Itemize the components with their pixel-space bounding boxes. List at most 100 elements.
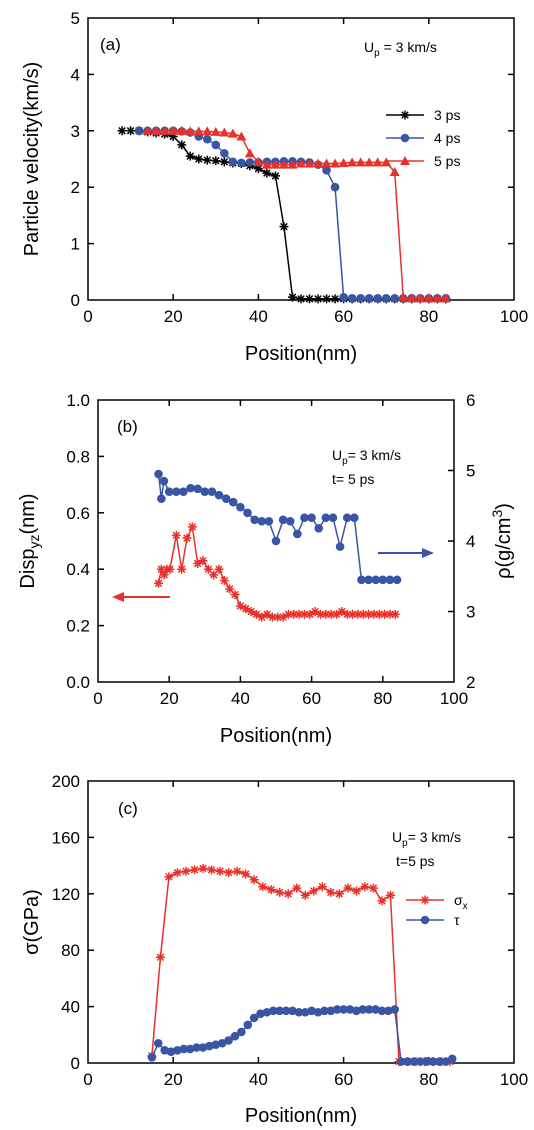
data-point-0-2: [355, 157, 366, 167]
y-tick-label: 40: [61, 998, 80, 1017]
data-point-1-1: [337, 607, 347, 616]
data-point-2-0: [351, 886, 361, 896]
data-point-0-2: [372, 157, 383, 167]
y-tick-label: 0: [71, 1054, 80, 1073]
data-point-0-2: [210, 126, 221, 136]
series-line-2-0: [151, 867, 451, 1063]
data-point-0-2: [185, 126, 196, 136]
data-point-0-2: [142, 125, 153, 135]
data-point-1-1: [187, 522, 197, 532]
data-point-1-0: [300, 513, 309, 523]
data-point-1-0: [278, 515, 288, 525]
y-tick-label: 160: [52, 828, 80, 847]
data-point-1-1: [348, 609, 358, 619]
data-point-1-1: [203, 564, 213, 574]
data-point-0-2: [270, 159, 281, 169]
data-point-0-1: [364, 294, 374, 303]
annotation-up-c-main: U: [392, 829, 402, 845]
data-point-0-2: [193, 126, 204, 136]
data-point-2-1: [390, 1005, 400, 1014]
data-point-2-0: [300, 890, 310, 900]
y-tick-label: 80: [61, 941, 80, 960]
annotation-up-b: Up= 3 km/s: [332, 447, 401, 467]
data-point-0-1: [390, 294, 400, 303]
y-tick-label: 1.0: [66, 391, 90, 410]
data-point-1-1: [257, 612, 267, 622]
data-point-1-1: [342, 609, 352, 619]
data-point-0-0: [313, 294, 323, 304]
data-point-1-0: [385, 575, 395, 585]
data-point-0-2: [219, 127, 230, 137]
data-point-1-0: [321, 513, 331, 523]
data-point-0-1: [211, 140, 221, 150]
legend-c: σx τ: [406, 892, 468, 928]
legend-a-label-5ps: 5 ps: [434, 153, 460, 169]
data-point-1-0: [257, 516, 267, 526]
data-point-0-2: [159, 125, 170, 135]
data-point-0-2: [338, 157, 349, 167]
data-point-1-0: [164, 487, 174, 496]
legend-c-marker-sigma: [420, 895, 430, 905]
data-point-2-0: [343, 883, 353, 893]
y-tick-label: 0.4: [66, 560, 90, 579]
data-point-2-0: [368, 883, 378, 893]
data-point-1-1: [299, 609, 309, 619]
x-axis-label-a: Position(nm): [245, 343, 357, 365]
legend-a-label-3ps: 3 ps: [434, 107, 460, 123]
annotation-up-a-sub: p: [374, 48, 380, 59]
data-point-0-2: [296, 158, 306, 168]
annotation-up-b-main: U: [332, 447, 342, 463]
x-tick-label: 60: [302, 689, 321, 708]
data-point-0-1: [134, 126, 144, 136]
data-point-1-0: [228, 497, 238, 507]
data-point-1-0: [357, 575, 366, 585]
data-point-2-0: [172, 868, 182, 878]
data-point-1-1: [310, 607, 320, 616]
y2-tick-label: 3: [466, 603, 475, 622]
data-point-1-1: [171, 530, 181, 540]
data-point-0-0: [262, 168, 272, 178]
data-point-0-2: [261, 159, 272, 169]
y-tick-label: 0: [71, 291, 80, 310]
data-point-1-1: [332, 609, 342, 619]
series-line-2-1: [151, 1008, 453, 1063]
data-point-2-1: [147, 1053, 157, 1062]
data-point-0-2: [398, 292, 409, 302]
data-point-0-2: [253, 156, 264, 166]
data-point-2-0: [360, 882, 370, 892]
data-point-0-0: [305, 294, 315, 304]
data-point-0-2: [176, 125, 187, 135]
data-point-1-1: [209, 570, 219, 580]
data-point-2-0: [283, 889, 293, 899]
data-point-0-2: [202, 126, 213, 136]
x-tick-label: 80: [373, 689, 392, 708]
legend-a-marker-5ps: [400, 156, 410, 165]
y-tick-label: 4: [71, 65, 80, 84]
annotation-up-b-sub: p: [342, 456, 348, 467]
data-point-1-1: [159, 570, 169, 580]
x-tick-label: 40: [249, 1070, 268, 1089]
data-point-0-2: [415, 293, 426, 303]
data-point-2-0: [326, 887, 336, 897]
data-point-0-2: [244, 148, 255, 158]
y2-tick-label: 2: [466, 673, 475, 692]
data-point-1-0: [307, 513, 316, 523]
data-point-1-1: [177, 564, 187, 574]
data-point-1-0: [193, 484, 202, 494]
data-point-1-1: [289, 609, 299, 619]
data-point-2-1: [224, 1036, 233, 1045]
data-point-1-1: [230, 590, 240, 600]
data-point-2-0: [155, 952, 165, 962]
data-point-1-1: [246, 607, 256, 616]
data-point-1-0: [179, 487, 188, 496]
data-point-1-1: [156, 564, 166, 574]
data-point-0-1: [220, 149, 229, 158]
y2-axis-label-b-rest: ): [493, 503, 515, 510]
data-point-1-1: [241, 604, 251, 614]
data-point-0-0: [287, 292, 297, 302]
data-point-1-0: [364, 575, 373, 585]
data-point-0-1: [330, 182, 340, 192]
data-point-1-1: [385, 609, 395, 619]
data-point-2-0: [266, 885, 276, 895]
